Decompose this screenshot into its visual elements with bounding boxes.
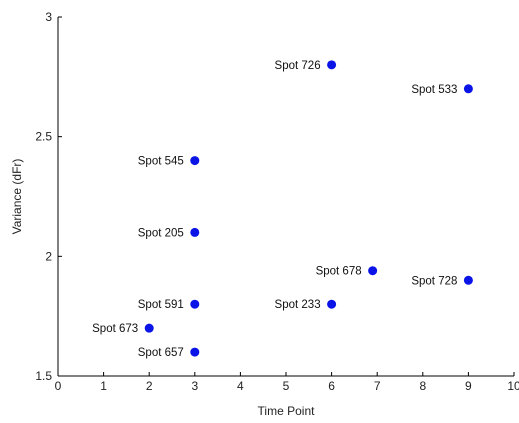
data-points: Spot 726 Spot 533 Spot 545 Spot 205 Spot 678…	[92, 60, 473, 359]
y-ticks: 1.5 2 2.5 3	[35, 10, 62, 383]
x-tick-label: 6	[328, 379, 335, 393]
x-tick-label: 7	[374, 379, 381, 393]
x-tick-label: 10	[507, 379, 519, 393]
x-axis-label: Time Point	[258, 404, 316, 418]
y-tick-label: 2	[45, 249, 52, 263]
data-point	[327, 60, 337, 70]
data-point	[463, 84, 473, 94]
data-point	[144, 323, 154, 333]
x-tick-label: 9	[465, 379, 472, 393]
x-ticks: 0 1 2 3 4 5 6 7 8 9 10	[55, 372, 519, 393]
x-tick-label: 1	[100, 379, 107, 393]
x-tick-label: 4	[237, 379, 244, 393]
data-point-label: Spot 205	[138, 227, 184, 239]
data-point-label: Spot 728	[411, 275, 457, 287]
data-point-label: Spot 233	[275, 299, 321, 311]
x-tick-label: 5	[283, 379, 290, 393]
data-point	[190, 227, 200, 237]
data-point	[368, 266, 378, 276]
data-point	[190, 299, 200, 309]
data-point	[190, 347, 200, 357]
data-point-label: Spot 726	[275, 60, 321, 72]
data-point	[190, 156, 200, 166]
data-point	[463, 275, 473, 285]
y-tick-label: 1.5	[35, 369, 52, 383]
y-axis-label: Variance (dFr)	[10, 159, 24, 235]
x-tick-label: 8	[419, 379, 426, 393]
data-point-label: Spot 678	[316, 266, 362, 278]
x-tick-label: 0	[55, 379, 62, 393]
y-tick-label: 3	[45, 10, 52, 24]
data-point-label: Spot 673	[92, 323, 138, 335]
x-tick-label: 3	[191, 379, 198, 393]
data-point-label: Spot 533	[411, 84, 457, 96]
data-point-label: Spot 545	[138, 156, 184, 168]
y-tick-label: 2.5	[35, 130, 52, 144]
data-point-label: Spot 591	[138, 299, 184, 311]
x-tick-label: 2	[146, 379, 153, 393]
data-point	[327, 299, 337, 309]
data-point-label: Spot 657	[138, 347, 184, 359]
